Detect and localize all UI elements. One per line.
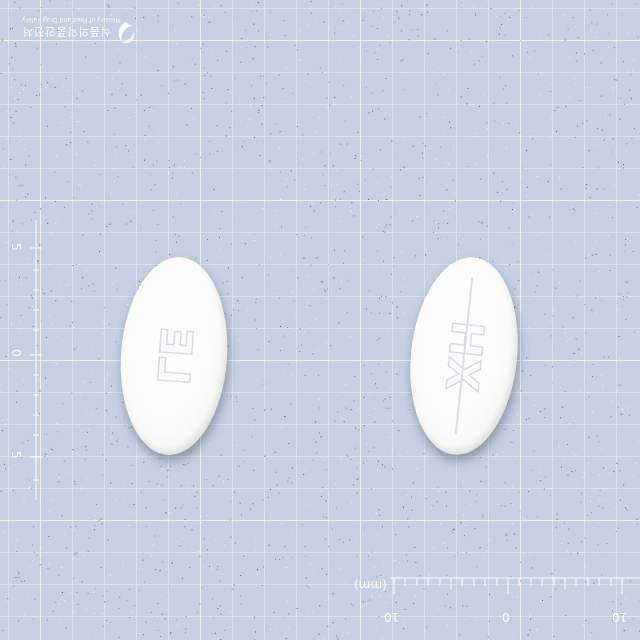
vertical-scale-label-middle: 0 [8, 349, 23, 357]
logo-text: 식품의약품안전처 [22, 25, 111, 38]
ruler-unit: (mm) [354, 578, 387, 592]
ruler-label-center: 0 [502, 610, 510, 624]
tablet-left-imprint: LE [146, 324, 202, 387]
vertical-scale-label-bottom: 5 [8, 451, 23, 459]
tablet-right-imprint: XH [434, 317, 494, 394]
ruler-label-left: 10 [384, 610, 400, 624]
vertical-scale-ticks [30, 220, 42, 500]
vertical-scale-label-top: 5 [8, 243, 23, 251]
mm-ruler-ticks [390, 577, 640, 594]
mm-ruler: (mm) 10 0 10 [350, 570, 640, 640]
vertical-scale: 5 0 5 [0, 200, 60, 520]
logo-subtext: Ministry of Food and Drug Safety [22, 16, 121, 23]
ruler-label-right: 10 [612, 610, 628, 624]
leaf-swirl-icon [118, 22, 135, 44]
logo: 식품의약품안전처 Ministry of Food and Drug Safet… [22, 14, 142, 58]
